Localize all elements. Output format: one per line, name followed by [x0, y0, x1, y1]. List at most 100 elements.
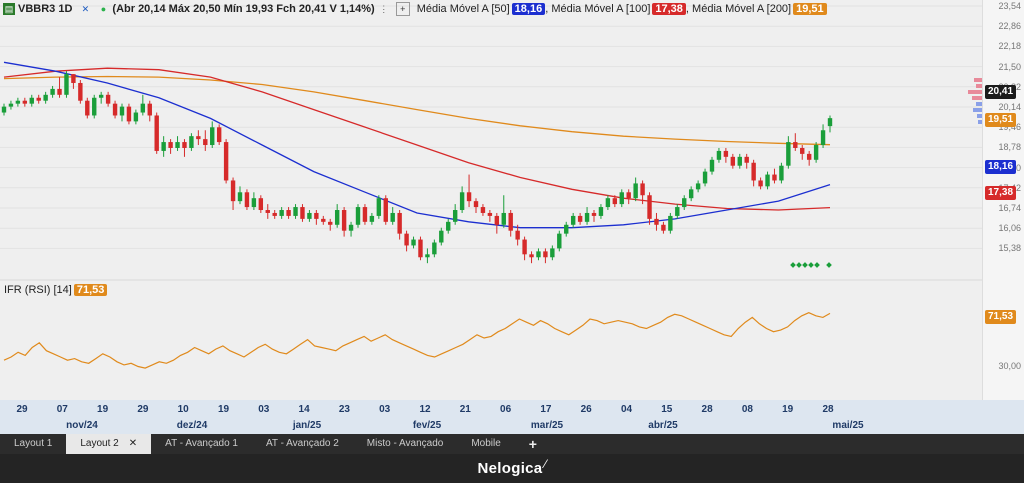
candle-body — [376, 198, 382, 216]
candle-body — [626, 192, 631, 199]
candle-body — [244, 192, 250, 208]
dropdown-menu-icon[interactable]: ⋮ — [379, 4, 389, 14]
candle — [355, 204, 361, 228]
candle-body — [605, 198, 611, 208]
candle-body — [800, 147, 805, 154]
candle — [251, 192, 257, 211]
candle — [418, 236, 423, 261]
candle-body — [126, 106, 132, 122]
add-tab-icon[interactable]: + — [528, 436, 537, 452]
candle — [640, 180, 645, 205]
tab-layout-2[interactable]: Layout 2 ✕ — [66, 434, 152, 454]
tab-mobile[interactable]: Mobile — [471, 438, 501, 449]
ma200-value-badge: 19,51 — [793, 3, 827, 15]
candle — [15, 97, 21, 107]
candle-body — [57, 88, 62, 95]
candle — [286, 207, 291, 219]
candle — [404, 230, 409, 252]
price-axis-tick: 23,54 — [998, 1, 1021, 11]
tab-layout-1[interactable]: Layout 1 — [14, 438, 53, 449]
candle-body — [418, 239, 423, 258]
candle — [126, 103, 132, 125]
candle — [223, 139, 229, 184]
price-axis-tick: 16,06 — [998, 223, 1021, 234]
candle — [494, 212, 500, 234]
price-chart[interactable] — [0, 0, 982, 400]
candle — [793, 133, 798, 151]
candle-body — [168, 142, 173, 148]
candle-body — [355, 207, 361, 225]
volume-profile-bar — [973, 108, 982, 112]
rsi-axis-tick: 30,00 — [998, 361, 1021, 371]
ma100-label: Média Móvel A [100] — [551, 3, 651, 15]
link-icon[interactable]: ✕ — [81, 4, 90, 14]
price-axis-tick: 21,50 — [998, 61, 1021, 72]
price-axis[interactable]: 23,5422,8622,1821,5020,8220,1419,4618,78… — [982, 0, 1024, 400]
candle-body — [196, 136, 201, 140]
quote-summary: (Abr 20,14 Máx 20,50 Mín 19,93 Fch 20,41… — [112, 3, 375, 15]
tab-misto-avancado[interactable]: Misto - Avançado — [366, 438, 444, 449]
candle-body — [827, 118, 833, 127]
candle — [411, 236, 416, 249]
close-tab-icon[interactable]: ✕ — [128, 438, 138, 449]
candle-body — [529, 254, 534, 258]
candle-body — [480, 207, 486, 213]
candle — [154, 112, 159, 154]
ma50-axis-badge: 18,16 — [985, 160, 1017, 174]
candle — [522, 236, 527, 261]
ma100-value-badge: 17,38 — [652, 3, 686, 15]
volume-profile-bar — [976, 102, 982, 106]
candle-body — [383, 198, 388, 222]
candle — [501, 195, 506, 228]
candle-body — [459, 192, 465, 211]
candle — [737, 153, 742, 169]
date-axis-day-label: 15 — [661, 404, 673, 415]
date-axis-day-label: 10 — [177, 404, 189, 415]
signal-marker — [814, 262, 820, 268]
candle-body — [633, 183, 638, 199]
candle-body — [189, 136, 194, 148]
candle — [439, 227, 444, 246]
date-axis-day-label: 12 — [419, 404, 431, 415]
symbol-label[interactable]: VBBR3 1D — [18, 3, 73, 15]
candle-body — [619, 192, 624, 205]
candle-body — [140, 103, 146, 113]
candle-body — [723, 150, 729, 157]
candle — [237, 186, 243, 205]
tab-at-avancado-1[interactable]: AT - Avançado 1 — [165, 438, 238, 449]
candle — [779, 162, 784, 184]
candle-body — [119, 106, 125, 116]
candle — [71, 74, 76, 89]
date-axis[interactable]: 29 07 19 29 10 19 03 14 23 03 12 21 06 17 26 04 15 28 08 19… — [0, 400, 982, 434]
candle — [203, 130, 208, 151]
rsi-label-group: IFR (RSI) [14] 71,53 — [4, 284, 108, 296]
candle — [307, 210, 312, 222]
candle-body — [425, 254, 430, 258]
candle-body — [341, 210, 347, 231]
date-axis-day-label: 07 — [56, 404, 68, 415]
date-axis-corner — [982, 400, 1024, 434]
chart-header: ▤ VBBR3 1D ✕ ● (Abr 20,14 Máx 20,50 Mín … — [0, 0, 827, 18]
candle — [244, 189, 250, 211]
candle — [591, 210, 597, 222]
add-indicator-icon[interactable]: + — [395, 2, 410, 16]
price-axis-tick: 18,78 — [998, 142, 1021, 153]
candle-body — [321, 218, 326, 222]
candle — [383, 195, 388, 225]
candle — [661, 221, 666, 234]
candle-body — [411, 239, 416, 246]
candle-body — [688, 189, 694, 199]
candle — [57, 77, 62, 98]
candle-body — [682, 198, 687, 208]
chart-type-icon[interactable]: ▤ — [3, 3, 15, 15]
candle — [334, 204, 340, 228]
ma200-axis-badge: 19,51 — [985, 113, 1017, 127]
candle — [654, 212, 659, 231]
tab-at-avancado-2[interactable]: AT - Avançado 2 — [265, 438, 339, 449]
price-chart-area[interactable]: ▤ VBBR3 1D ✕ ● (Abr 20,14 Máx 20,50 Mín … — [0, 0, 982, 400]
date-axis-day-label: 03 — [379, 404, 391, 415]
date-axis-day-label: 08 — [741, 404, 753, 415]
candle — [605, 195, 611, 211]
date-axis-month-label: jan/25 — [292, 420, 322, 431]
candle-body — [36, 97, 41, 101]
